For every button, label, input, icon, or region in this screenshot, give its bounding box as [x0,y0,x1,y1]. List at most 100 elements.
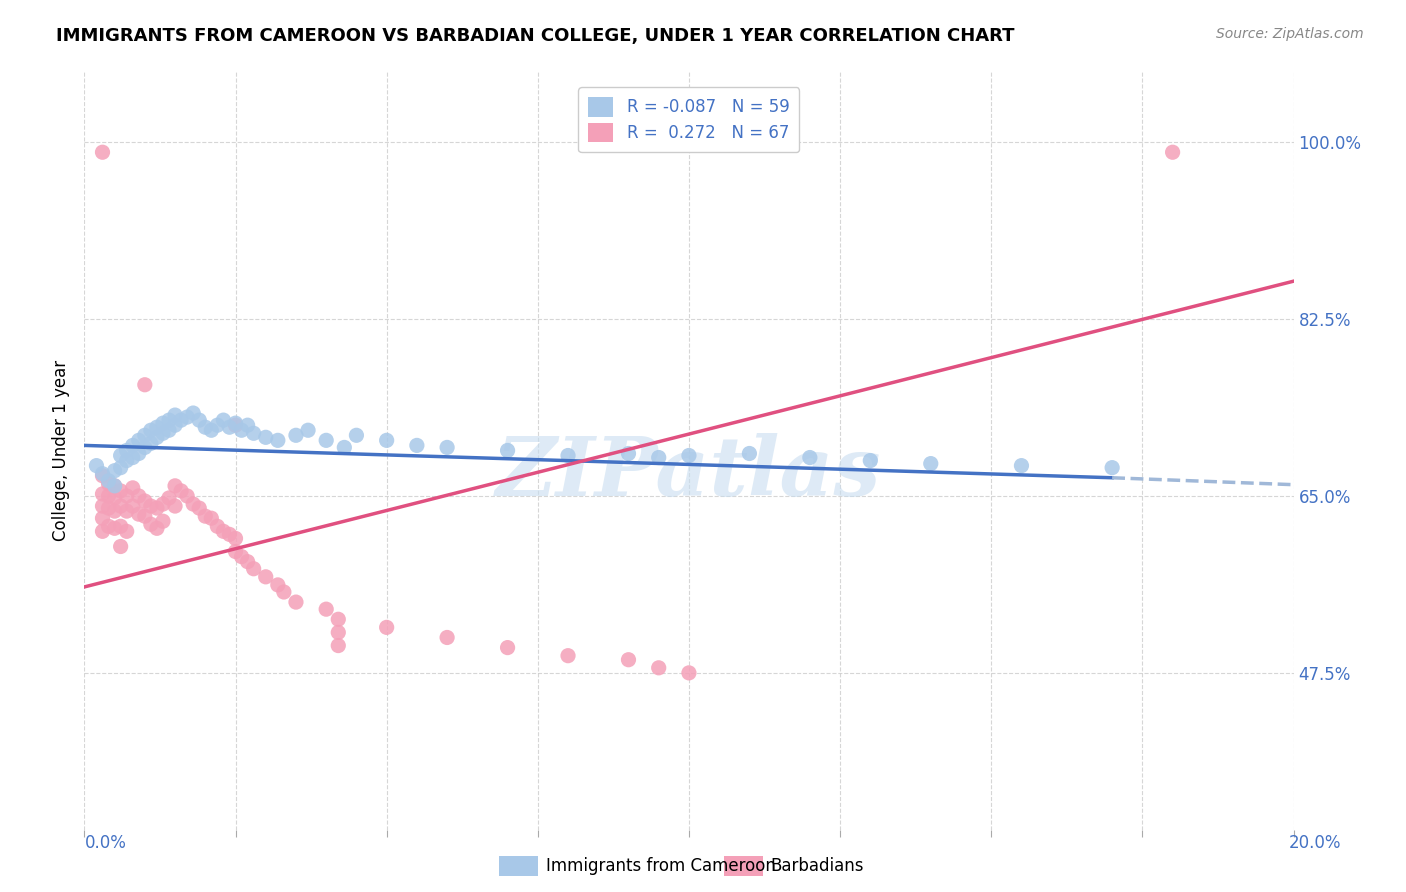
Point [165,479,187,493]
Text: IMMIGRANTS FROM CAMEROON VS BARBADIAN COLLEGE, UNDER 1 YEAR CORRELATION CHART: IMMIGRANTS FROM CAMEROON VS BARBADIAN CO… [56,27,1015,45]
Text: 20.0%: 20.0% [1288,834,1341,852]
Point [218,527,240,541]
Point [97,474,120,488]
Point [170,483,193,498]
Point [91,524,114,539]
Point [218,420,240,434]
Point [617,446,640,460]
Point [225,532,247,546]
Point [1011,458,1033,473]
Point [152,497,174,511]
Point [436,631,458,645]
Point [231,423,253,437]
Point [176,489,198,503]
Point [799,450,821,465]
Point [328,625,350,640]
Point [267,434,290,448]
Point [212,524,235,539]
Point [139,499,162,513]
Point [242,426,264,441]
Point [115,453,138,467]
Point [285,428,308,442]
Point [110,519,132,533]
Point [231,549,253,564]
Point [285,595,308,609]
Point [86,458,108,473]
Point [557,648,579,663]
Point [146,420,169,434]
Point [91,487,114,501]
Point [121,499,143,513]
Point [333,441,356,455]
Point [328,612,350,626]
Text: Immigrants from Cameroon: Immigrants from Cameroon [546,857,775,875]
Point [207,418,229,433]
Point [121,438,143,452]
Point [91,467,114,481]
Point [315,602,337,616]
Point [648,661,671,675]
Point [648,450,671,465]
Point [315,434,337,448]
Point [225,544,247,558]
Point [200,511,222,525]
Point [146,430,169,444]
Point [157,491,180,505]
Point [678,665,700,680]
Point [91,511,114,525]
Point [115,504,138,518]
Point [273,585,295,599]
Point [110,449,132,463]
Point [134,509,156,524]
Point [152,514,174,528]
Point [134,494,156,508]
Point [1161,145,1184,160]
Point [110,540,132,554]
Point [104,491,127,505]
Point [212,413,235,427]
Point [139,423,162,437]
Point [139,517,162,532]
Point [91,145,114,160]
Point [115,489,138,503]
Point [346,428,368,442]
Point [254,430,277,444]
Point [236,418,259,433]
Point [157,423,180,437]
Point [207,519,229,533]
Point [157,413,180,427]
Point [152,416,174,430]
Point [104,479,127,493]
Point [194,420,217,434]
Point [236,555,259,569]
Text: ZIPatlas: ZIPatlas [496,434,882,513]
Point [297,423,319,437]
Point [104,464,127,478]
Point [134,377,156,392]
Point [91,468,114,483]
Point [110,499,132,513]
Point [170,413,193,427]
Point [200,423,222,437]
Point [188,501,211,516]
Point [104,479,127,493]
Point [436,441,458,455]
Point [406,438,429,452]
Point [738,446,761,460]
Point [194,509,217,524]
Point [181,497,204,511]
Point [242,562,264,576]
Point [225,416,247,430]
Point [557,449,579,463]
Point [121,481,143,495]
Point [128,446,150,460]
Point [115,443,138,458]
Point [176,410,198,425]
Legend: R = -0.087   N = 59, R =  0.272   N = 67: R = -0.087 N = 59, R = 0.272 N = 67 [578,87,800,153]
Text: Barbadians: Barbadians [770,857,865,875]
Point [165,408,187,422]
Point [110,483,132,498]
Point [165,418,187,433]
Point [165,499,187,513]
Point [139,436,162,450]
